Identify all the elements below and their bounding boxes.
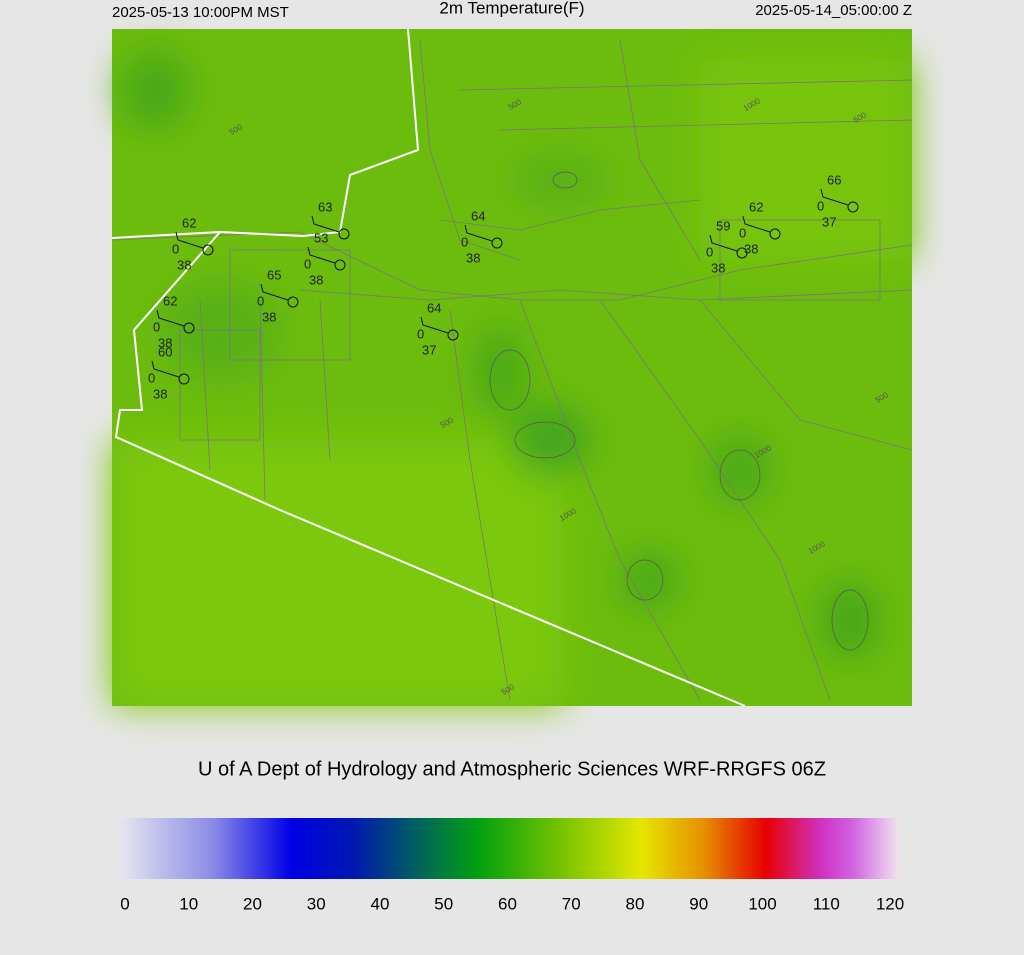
station-temp: 64 — [427, 300, 441, 315]
station-dew: 38 — [153, 386, 167, 401]
colorbar-tick-label: 110 — [813, 894, 840, 913]
station-temp: 60 — [158, 344, 172, 359]
colorbar-tick-label: 100 — [748, 894, 776, 913]
station-temp: 66 — [827, 172, 841, 187]
station-flag: 0 — [817, 198, 824, 213]
colorbar-ticks: 0 10 20 30 40 50 60 70 80 90 100 110 120 — [120, 894, 904, 913]
station-flag: 0 — [257, 293, 264, 308]
colorbar-tick-label: 80 — [626, 894, 645, 913]
station-dew: 38 — [466, 250, 480, 265]
station-flag: 0 — [148, 370, 155, 385]
station-temp: 59 — [716, 218, 730, 233]
station-dew: 38 — [744, 241, 758, 256]
station-temp: 65 — [267, 267, 281, 282]
colorbar-tick-label: 40 — [371, 894, 390, 913]
map-title: 2m Temperature(F) — [439, 0, 584, 17]
map: 5001000500500500100010001000500500 62038… — [112, 29, 912, 706]
colorbar-tick-label: 120 — [876, 894, 904, 913]
station-temp: 63 — [318, 199, 332, 214]
colorbar-tick-label: 30 — [307, 894, 326, 913]
credit: U of A Dept of Hydrology and Atmospheric… — [198, 758, 826, 780]
station-temp: 62 — [749, 199, 763, 214]
station-flag: 0 — [461, 234, 468, 249]
station-dew: 37 — [422, 342, 436, 357]
station-temp: 62 — [182, 215, 196, 230]
station-flag: 0 — [706, 244, 713, 259]
station-flag: 0 — [172, 241, 179, 256]
station-dew: 37 — [822, 214, 836, 229]
station-dew: 38 — [177, 257, 191, 272]
valid-local: 2025-05-13 10:00PM MST — [112, 4, 289, 21]
station-temp: 64 — [471, 208, 485, 223]
colorbar-tick-label: 10 — [179, 894, 198, 913]
colorbar-tick-label: 20 — [243, 894, 262, 913]
colorbar — [120, 818, 898, 879]
colorbar-tick-label: 60 — [498, 894, 517, 913]
page: 2025-05-13 10:00PM MST 2m Temperature(F)… — [0, 0, 1024, 950]
station-flag: 0 — [417, 326, 424, 341]
station-flag: 0 — [739, 225, 746, 240]
station-flag: 0 — [153, 319, 160, 334]
colorbar-tick-label: 0 — [120, 894, 129, 913]
station-dew: 38 — [309, 272, 323, 287]
colorbar-tick-label: 90 — [689, 894, 708, 913]
colorbar-tick-label: 50 — [434, 894, 453, 913]
station-temp: 53 — [314, 230, 328, 245]
station-dew: 38 — [711, 260, 725, 275]
station-flag: 0 — [304, 256, 311, 271]
colorbar-tick-label: 70 — [562, 894, 581, 913]
station-dew: 38 — [262, 309, 276, 324]
station-temp: 62 — [163, 293, 177, 308]
valid-utc: 2025-05-14_05:00:00 Z — [755, 2, 912, 19]
